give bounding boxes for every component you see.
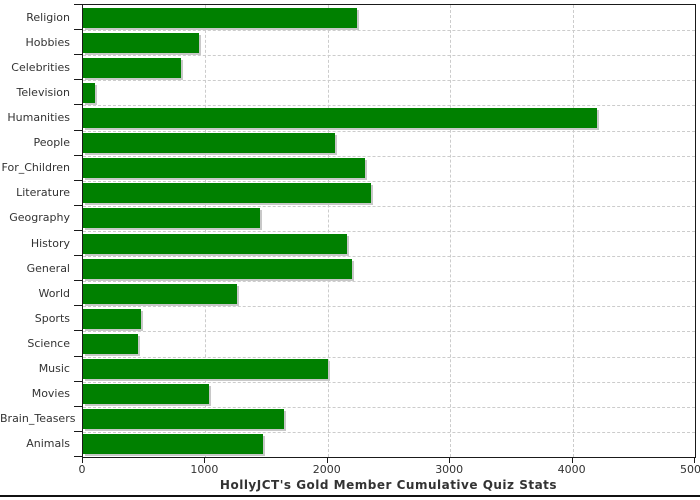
y-axis-label: World bbox=[38, 286, 70, 300]
y-axis-label: History bbox=[30, 236, 70, 250]
y-tick-mark bbox=[74, 255, 82, 256]
bottom-border bbox=[0, 495, 700, 497]
plot-area bbox=[82, 4, 696, 458]
horizontal-gridline bbox=[83, 231, 695, 232]
bar-people bbox=[83, 133, 336, 154]
bar-sports bbox=[83, 308, 141, 329]
y-tick-mark bbox=[74, 180, 82, 181]
y-axis-label: Music bbox=[38, 362, 70, 376]
y-tick-mark bbox=[74, 4, 82, 5]
bar-celebrities bbox=[83, 57, 181, 78]
y-tick-mark bbox=[74, 104, 82, 105]
bar-hobbies bbox=[83, 32, 200, 53]
y-tick-mark bbox=[74, 381, 82, 382]
chart-title: HollyJCT's Gold Member Cumulative Quiz S… bbox=[219, 478, 558, 492]
y-axis-label: Humanities bbox=[7, 111, 70, 124]
x-tick-mark bbox=[571, 458, 573, 463]
horizontal-gridline bbox=[83, 30, 695, 32]
y-axis-label: Geography bbox=[9, 211, 70, 225]
x-tick-mark bbox=[449, 458, 451, 463]
horizontal-gridline bbox=[83, 155, 695, 157]
y-axis-label: Science bbox=[27, 337, 70, 350]
horizontal-gridline bbox=[83, 55, 695, 57]
x-tick-mark bbox=[326, 458, 328, 463]
x-tick-label: 3000 bbox=[435, 463, 464, 476]
bar-geography bbox=[83, 208, 261, 229]
y-axis-label: Television bbox=[16, 85, 71, 99]
bar-general bbox=[83, 258, 353, 279]
horizontal-gridline bbox=[83, 105, 695, 107]
y-tick-mark bbox=[74, 130, 82, 131]
x-tick-label: 5000 bbox=[680, 463, 700, 476]
horizontal-gridline bbox=[83, 331, 695, 333]
bar-for_children bbox=[83, 158, 365, 179]
x-tick-label: 0 bbox=[78, 463, 86, 476]
horizontal-gridline bbox=[83, 281, 695, 283]
bar-religion bbox=[83, 7, 358, 28]
y-axis-label: Movies bbox=[31, 387, 70, 401]
x-tick-label: 4000 bbox=[557, 463, 586, 476]
x-tick-mark bbox=[204, 458, 206, 463]
bar-literature bbox=[83, 183, 371, 204]
bar-brain_teasers bbox=[83, 409, 284, 430]
y-axis-label: Religion bbox=[26, 10, 70, 24]
y-tick-mark bbox=[74, 29, 82, 30]
x-tick-label: 1000 bbox=[190, 463, 219, 476]
y-axis-label: Brain_Teasers bbox=[0, 412, 76, 426]
y-axis-label: Hobbies bbox=[25, 35, 70, 49]
bar-science bbox=[83, 334, 139, 354]
bar-television bbox=[83, 82, 96, 103]
y-tick-mark bbox=[74, 155, 82, 156]
y-tick-mark bbox=[74, 356, 82, 357]
x-tick-mark bbox=[82, 458, 83, 463]
horizontal-gridline bbox=[83, 80, 695, 82]
x-tick-mark bbox=[694, 458, 695, 463]
y-axis-label: Animals bbox=[26, 437, 70, 451]
y-tick-mark bbox=[74, 305, 82, 306]
horizontal-gridline bbox=[83, 180, 695, 182]
y-tick-mark bbox=[74, 79, 82, 80]
y-axis-label: Literature bbox=[16, 186, 70, 200]
x-tick-label: 2000 bbox=[312, 463, 341, 476]
y-tick-mark bbox=[74, 280, 82, 281]
y-tick-mark bbox=[74, 230, 82, 231]
bar-world bbox=[83, 283, 238, 304]
horizontal-gridline bbox=[83, 130, 695, 132]
bar-music bbox=[83, 359, 328, 380]
bar-humanities bbox=[83, 108, 598, 128]
y-axis-label: People bbox=[33, 136, 70, 150]
bar-history bbox=[83, 233, 348, 254]
horizontal-gridline bbox=[83, 356, 695, 358]
horizontal-gridline bbox=[83, 381, 695, 383]
y-tick-mark bbox=[74, 456, 82, 457]
y-tick-mark bbox=[74, 54, 82, 55]
y-axis-label: Celebrities bbox=[11, 60, 70, 74]
bar-movies bbox=[83, 384, 210, 405]
y-axis-label: For_Children bbox=[1, 161, 70, 175]
horizontal-gridline bbox=[83, 406, 695, 408]
y-tick-mark bbox=[74, 330, 82, 331]
horizontal-gridline bbox=[83, 256, 695, 258]
y-tick-mark bbox=[74, 205, 82, 206]
bar-animals bbox=[83, 434, 263, 455]
y-axis-label: General bbox=[26, 261, 70, 275]
horizontal-gridline bbox=[83, 306, 695, 308]
y-tick-mark bbox=[74, 431, 82, 432]
horizontal-gridline bbox=[83, 431, 695, 433]
y-axis-label: Sports bbox=[34, 311, 70, 325]
horizontal-gridline bbox=[83, 205, 695, 207]
y-tick-mark bbox=[74, 406, 82, 407]
